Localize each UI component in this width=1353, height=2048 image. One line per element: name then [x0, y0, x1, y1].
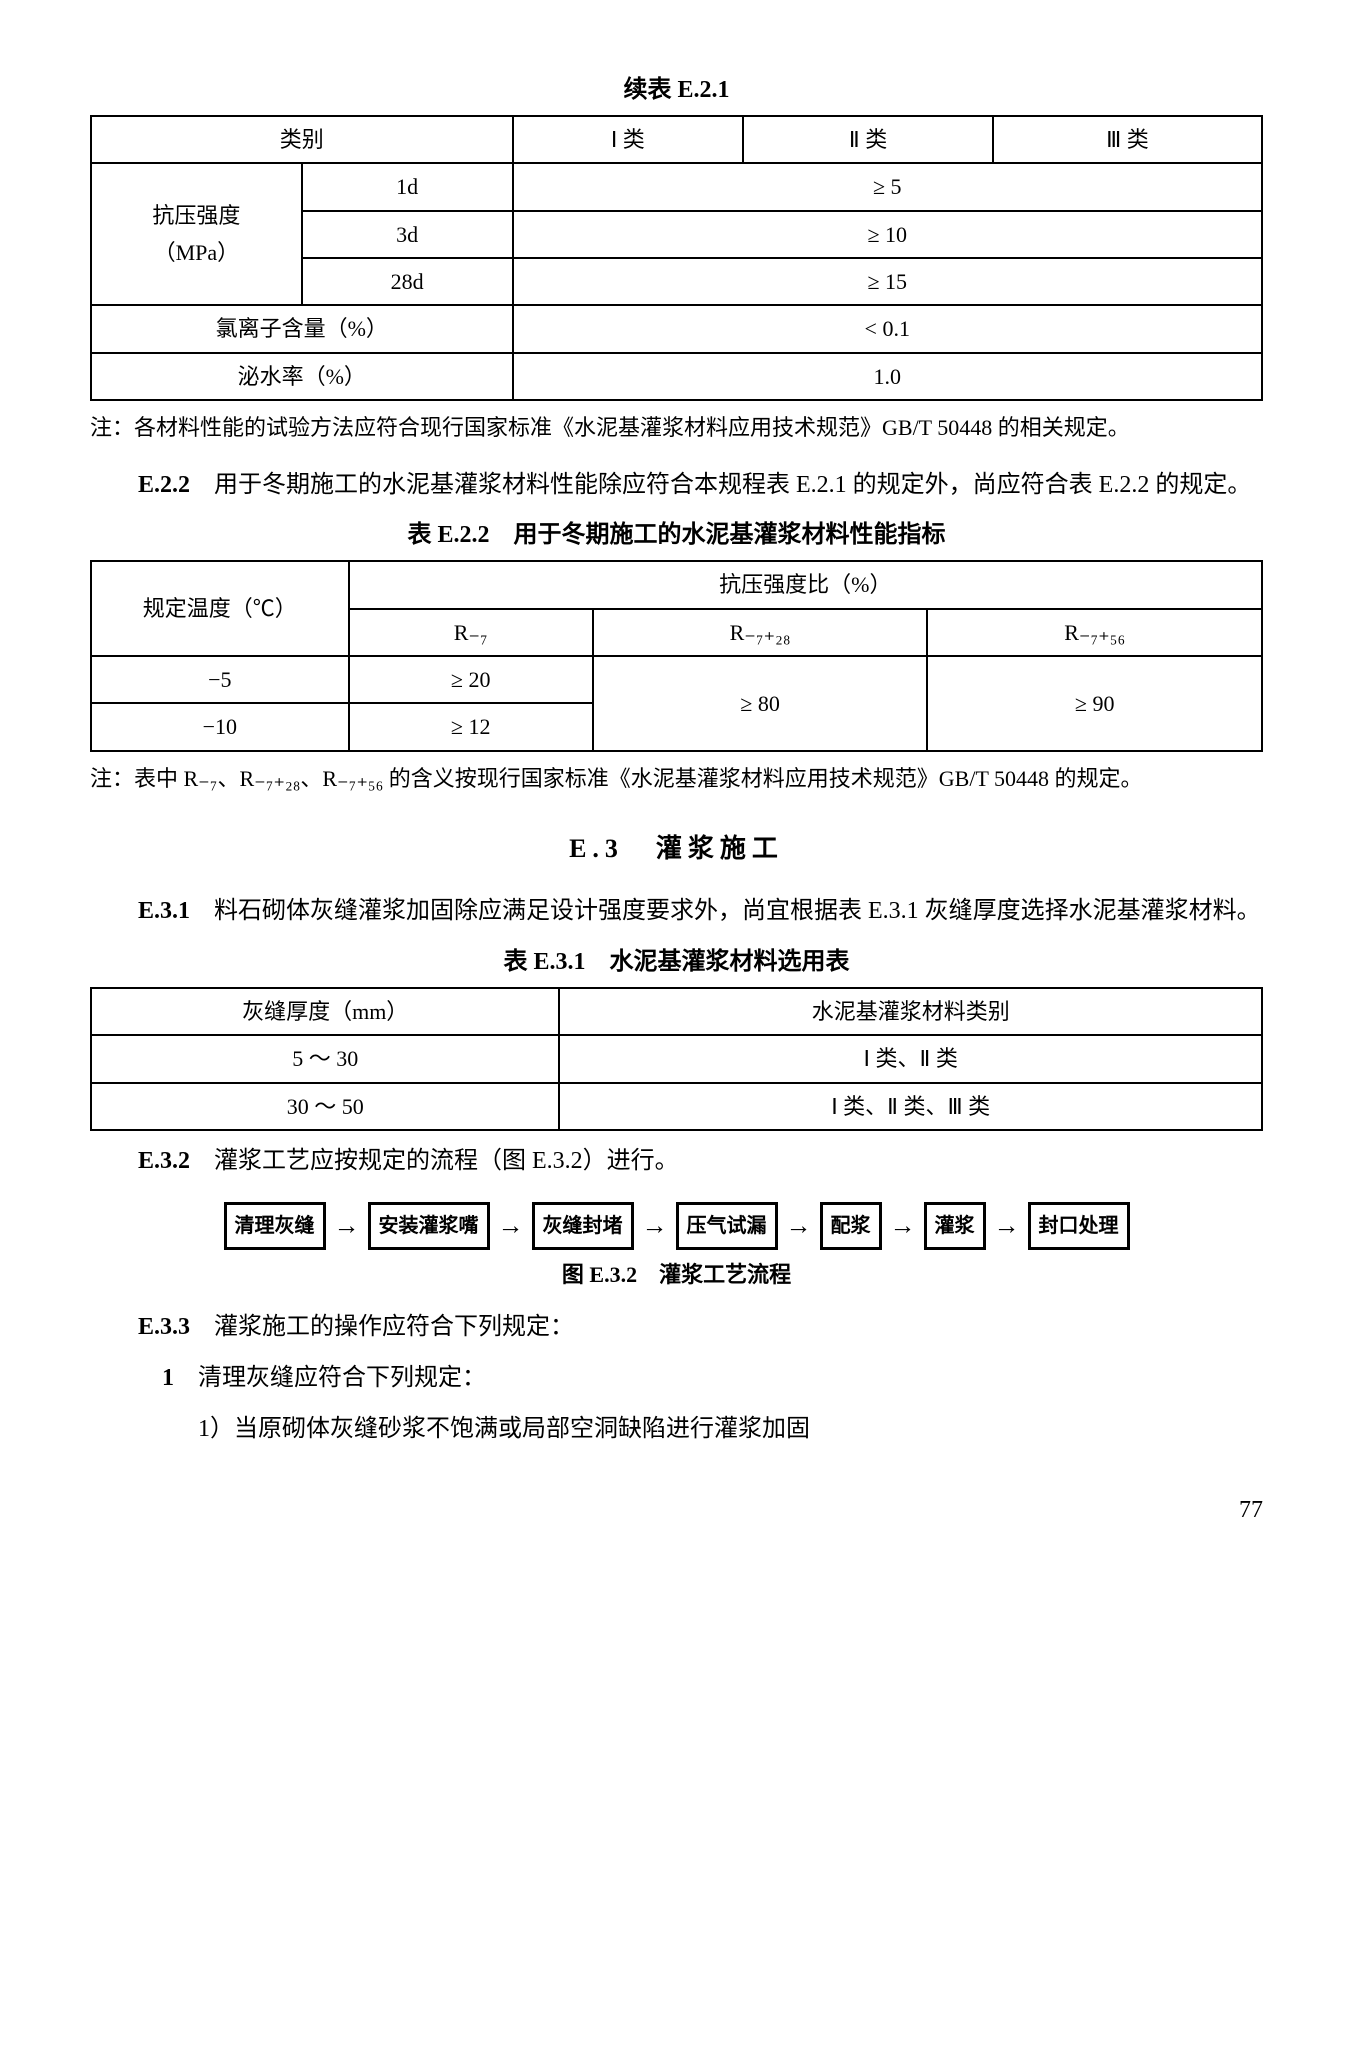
- para-e31: E.3.1 料石砌体灰缝灌浆加固除应满足设计强度要求外，尚宜根据表 E.3.1 …: [90, 891, 1263, 932]
- t3-r2b: Ⅰ 类、Ⅱ 类、Ⅲ 类: [559, 1083, 1262, 1130]
- arrow-icon: →: [642, 1204, 668, 1248]
- t1-head-category: 类别: [91, 116, 513, 163]
- e33-1-num: 1: [162, 1365, 174, 1391]
- table-e31: 灰缝厚度（mm） 水泥基灌浆材料类别 5 ～ 30 Ⅰ 类、Ⅱ 类 30 ～ 5…: [90, 987, 1263, 1131]
- e33-1-text: 清理灰缝应符合下列规定：: [174, 1365, 486, 1391]
- t2-r2t: −10: [91, 703, 349, 750]
- t1-r5v: 1.0: [513, 353, 1262, 400]
- t1-head-c1: Ⅰ 类: [513, 116, 744, 163]
- para-e33: E.3.3 灌浆施工的操作应符合下列规定：: [90, 1307, 1263, 1348]
- e33-text: 灌浆施工的操作应符合下列规定：: [190, 1314, 574, 1340]
- page-number: 77: [90, 1490, 1263, 1531]
- table-e22: 规定温度（℃） 抗压强度比（%） R₋₇ R₋₇₊₂₈ R₋₇₊₅₆ −5 ≥ …: [90, 560, 1263, 752]
- t1-r3v: ≥ 15: [513, 258, 1262, 305]
- t3-r2a: 30 ～ 50: [91, 1083, 559, 1130]
- t2-r2v1: ≥ 12: [349, 703, 593, 750]
- t2-h-r3: R₋₇₊₅₆: [927, 609, 1262, 656]
- t1-r1v: ≥ 5: [513, 163, 1262, 210]
- e31-num: E.3.1: [138, 898, 190, 924]
- arrow-icon: →: [498, 1204, 524, 1248]
- e31-text: 料石砌体灰缝灌浆加固除应满足设计强度要求外，尚宜根据表 E.3.1 灰缝厚度选择…: [190, 898, 1261, 924]
- t2-r1v1: ≥ 20: [349, 656, 593, 703]
- flow-step-6: 灌浆: [924, 1202, 986, 1250]
- t1-r1a: 1d: [302, 163, 513, 210]
- e22-num: E.2.2: [138, 472, 190, 498]
- table-e22-caption: 表 E.2.2 用于冬期施工的水泥基灌浆材料性能指标: [90, 515, 1263, 556]
- t1-r4a: 氯离子含量（%）: [91, 305, 513, 352]
- t1-r2a: 3d: [302, 211, 513, 258]
- t2-h-ratio: 抗压强度比（%）: [349, 561, 1262, 608]
- table-e21-caption: 续表 E.2.1: [90, 70, 1263, 111]
- t3-h1: 灰缝厚度（mm）: [91, 988, 559, 1035]
- arrow-icon: →: [994, 1204, 1020, 1248]
- e32-text: 灌浆工艺应按规定的流程（图 E.3.2）进行。: [190, 1148, 679, 1174]
- e33-num: E.3.3: [138, 1314, 190, 1340]
- flow-step-3: 灰缝封堵: [532, 1202, 634, 1250]
- t1-r3a: 28d: [302, 258, 513, 305]
- note-2: 注：表中 R₋₇、R₋₇₊₂₈、R₋₇₊₅₆ 的含义按现行国家标准《水泥基灌浆材…: [90, 760, 1263, 797]
- note-1: 注：各材料性能的试验方法应符合现行国家标准《水泥基灌浆材料应用技术规范》GB/T…: [90, 409, 1263, 446]
- t2-r1t: −5: [91, 656, 349, 703]
- e32-num: E.3.2: [138, 1148, 190, 1174]
- arrow-icon: →: [890, 1204, 916, 1248]
- para-e22: E.2.2 用于冬期施工的水泥基灌浆材料性能除应符合本规程表 E.2.1 的规定…: [90, 465, 1263, 506]
- flow-step-4: 压气试漏: [676, 1202, 778, 1250]
- table-e21: 类别 Ⅰ 类 Ⅱ 类 Ⅲ 类 抗压强度（MPa） 1d ≥ 5 3d ≥ 10 …: [90, 115, 1263, 401]
- t1-head-c2: Ⅱ 类: [743, 116, 993, 163]
- para-e33-1: 1 清理灰缝应符合下列规定：: [90, 1358, 1263, 1399]
- section-e3-head: E.3 灌浆施工: [90, 827, 1263, 871]
- t1-rowgroup: 抗压强度（MPa）: [91, 163, 302, 305]
- t3-h2: 水泥基灌浆材料类别: [559, 988, 1262, 1035]
- figure-e32-caption: 图 E.3.2 灌浆工艺流程: [90, 1256, 1263, 1293]
- t3-r1b: Ⅰ 类、Ⅱ 类: [559, 1035, 1262, 1082]
- para-e33-1-1: 1）当原砌体灰缝砂浆不饱满或局部空洞缺陷进行灌浆加固: [90, 1409, 1263, 1450]
- t1-head-c3: Ⅲ 类: [993, 116, 1262, 163]
- t1-r4v: < 0.1: [513, 305, 1262, 352]
- para-e32: E.3.2 灌浆工艺应按规定的流程（图 E.3.2）进行。: [90, 1141, 1263, 1182]
- flow-step-7: 封口处理: [1028, 1202, 1130, 1250]
- t1-r2v: ≥ 10: [513, 211, 1262, 258]
- flow-step-2: 安装灌浆嘴: [368, 1202, 490, 1250]
- arrow-icon: →: [786, 1204, 812, 1248]
- t2-vm2: ≥ 80: [593, 656, 928, 751]
- t1-r5a: 泌水率（%）: [91, 353, 513, 400]
- e22-text: 用于冬期施工的水泥基灌浆材料性能除应符合本规程表 E.2.1 的规定外，尚应符合…: [190, 472, 1251, 498]
- t2-h-temp: 规定温度（℃）: [91, 561, 349, 656]
- t2-h-r2: R₋₇₊₂₈: [593, 609, 928, 656]
- arrow-icon: →: [334, 1204, 360, 1248]
- flowchart-e32: 清理灰缝 → 安装灌浆嘴 → 灰缝封堵 → 压气试漏 → 配浆 → 灌浆 → 封…: [90, 1202, 1263, 1250]
- flow-step-5: 配浆: [820, 1202, 882, 1250]
- flow-step-1: 清理灰缝: [224, 1202, 326, 1250]
- t2-vm3: ≥ 90: [927, 656, 1262, 751]
- t3-r1a: 5 ～ 30: [91, 1035, 559, 1082]
- table-e31-caption: 表 E.3.1 水泥基灌浆材料选用表: [90, 942, 1263, 983]
- t2-h-r1: R₋₇: [349, 609, 593, 656]
